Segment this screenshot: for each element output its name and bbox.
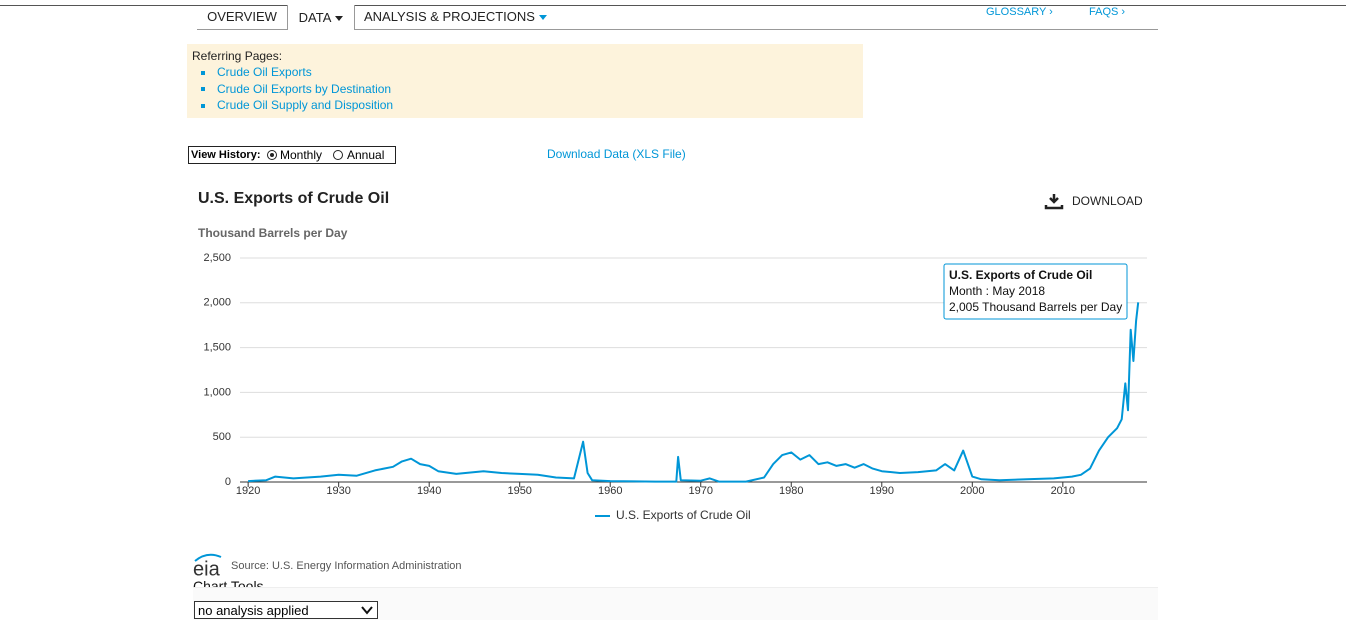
logo: eia [193,558,221,580]
select-value: no analysis applied [198,603,309,618]
select-arrow [361,606,373,615]
tooltip: U.S. Exports of Crude Oil Month : May 20… [943,263,1128,320]
glossary-link[interactable]: GLOSSARY › [986,6,1053,18]
radio[interactable] [333,150,343,160]
nav-tab-active[interactable]: DATA [287,5,355,30]
radio-label: Annual [347,148,385,162]
download-button[interactable]: DOWNLOAD [1044,194,1143,210]
x-tick-label: 1930 [326,485,350,497]
x-tick-label: 1990 [870,485,894,497]
download-data-link[interactable]: Download Data (XLS File) [547,147,686,161]
y-axis-label: Thousand Barrels per Day [198,226,348,240]
referring-title: Referring Pages: [192,49,283,63]
source: Source: U.S. Energy Information Administ… [231,560,462,572]
x-tick-label: 1970 [688,485,712,497]
referring-link[interactable]: Crude Oil Supply and Disposition [217,98,394,112]
nav-tab[interactable]: OVERVIEW [207,9,277,24]
y-tick-label: 2,000 [203,297,231,309]
radio-checked[interactable] [267,150,277,160]
view-history-label: View History: [191,149,261,161]
x-tick-label: 1960 [598,485,622,497]
download-label: DOWNLOAD [1072,194,1143,208]
top-rule [0,5,1346,6]
bullet [201,103,205,108]
chart-title: U.S. Exports of Crude Oil [198,190,389,207]
x-tick-label: 1980 [779,485,803,497]
tooltip-title: U.S. Exports of Crude Oil [949,268,1092,282]
x-tick-label: 1950 [507,485,531,497]
analysis-select[interactable]: no analysis applied [194,601,378,619]
nav-tab-label: ANALYSIS & PROJECTIONS [364,9,535,24]
tooltip-box [943,263,1128,320]
dropdown-arrow [335,16,344,22]
y-tick-label: 0 [225,476,231,488]
tooltip-month: Month : May 2018 [949,284,1045,298]
bullet [201,87,205,92]
logo-swoosh [194,553,222,562]
referring-item: Crude Oil Exports [201,65,312,79]
bullet [201,70,205,75]
faqs-link[interactable]: FAQS › [1089,6,1126,18]
referring-link[interactable]: Crude Oil Exports [217,65,312,79]
referring-item: Crude Oil Supply and Disposition [201,98,393,112]
nav-tab[interactable]: ANALYSIS & PROJECTIONS [364,5,547,29]
legend[interactable]: U.S. Exports of Crude Oil [595,508,751,522]
y-tick-label: 500 [213,431,231,443]
radio-dot [270,153,274,157]
referring-link[interactable]: Crude Oil Exports by Destination [217,81,392,96]
dropdown-arrow [538,15,547,21]
y-tick-label: 2,500 [203,252,231,264]
radio-label: Monthly [280,148,323,162]
view-history: View History: Monthly Annual [188,146,396,164]
x-tick-label: 1920 [236,485,260,497]
y-tick-label: 1,500 [203,342,231,354]
nav-tab-label: DATA [298,10,332,25]
referring-box: Referring Pages: Crude Oil Exports Crude … [187,44,863,118]
tooltip-value: 2,005 Thousand Barrels per Day [949,300,1122,314]
x-tick-label: 2010 [1051,485,1075,497]
y-tick-label: 1,000 [203,386,231,398]
x-tick-label: 2000 [960,485,984,497]
plot: 0 500 1,000 1,500 2,000 2,500 1920 1930 1940 1950… [203,252,1147,497]
referring-item: Crude Oil Exports by Destination [201,82,391,96]
download-icon [1044,194,1064,210]
data-line [248,302,1140,483]
legend-label: U.S. Exports of Crude Oil [616,508,751,522]
nav-rule [197,29,1158,30]
x-tick-label: 1940 [417,485,441,497]
